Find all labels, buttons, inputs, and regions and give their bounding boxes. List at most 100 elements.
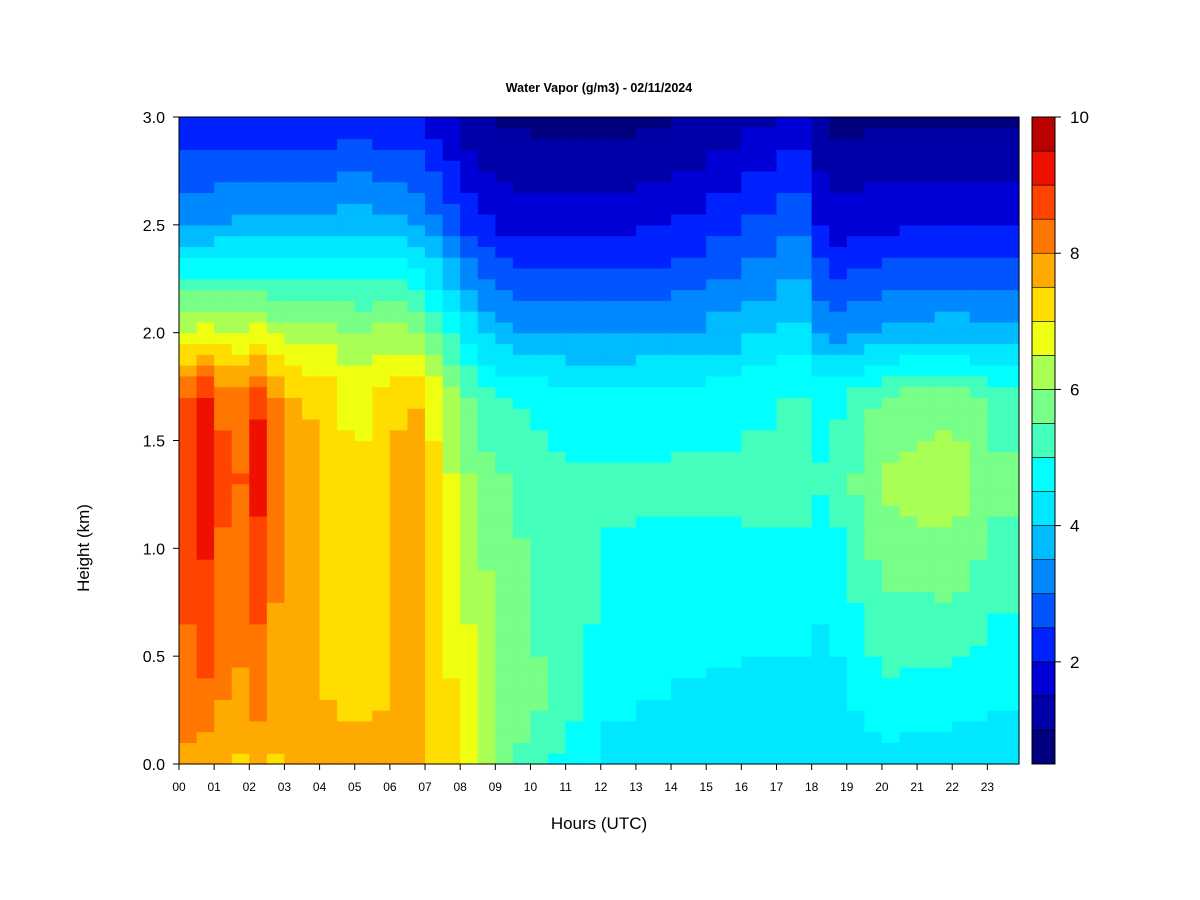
heatmap-cell [319,505,338,517]
heatmap-cell [671,214,707,226]
heatmap-cell [846,332,865,345]
heatmap-cell [600,472,637,485]
heatmap-cell [741,548,778,560]
heatmap-cell [811,224,830,237]
heatmap-cell [881,170,901,183]
heatmap-cell [548,214,567,226]
heatmap-cell [969,397,988,409]
heatmap-cell [319,602,338,614]
heatmap-cell [319,472,338,485]
heatmap-cell [530,332,549,345]
heatmap-cell [899,117,918,129]
heatmap-cell [987,418,1020,431]
heatmap-cell [354,505,373,517]
heatmap-cell [442,688,461,700]
heatmap-cell [477,494,496,506]
heatmap-cell [671,613,707,625]
heatmap-cell [899,300,918,312]
heatmap-cell [706,742,742,754]
heatmap-cell [231,289,250,301]
heatmap-cell [969,742,988,754]
heatmap-cell [512,613,532,625]
heatmap-cell [179,192,198,204]
heatmap-cell [460,332,479,345]
heatmap-cell [881,451,901,463]
colorbar-level-swatch [1031,286,1056,322]
heatmap-cell [372,397,391,409]
heatmap-cell [969,526,988,539]
heatmap-cell [864,192,883,204]
heatmap-cell [899,742,918,754]
heatmap-cell [389,386,409,398]
heatmap-cell [635,127,672,140]
heatmap-cell [214,365,233,377]
heatmap-cell [337,246,356,258]
heatmap-cell [477,170,496,183]
heatmap-cell [776,160,813,172]
heatmap-cell [477,257,496,269]
heatmap-cell [284,192,303,204]
heatmap-cell [196,203,215,215]
heatmap-cell [196,462,215,474]
heatmap-cell [477,278,496,291]
heatmap-cell [881,515,901,528]
heatmap-cell [319,214,338,226]
heatmap-cell [354,731,373,744]
heatmap-cell [442,462,461,474]
heatmap-cell [477,289,496,301]
heatmap-cell [600,559,637,571]
heatmap-cell [776,494,813,506]
heatmap-cell [706,656,742,668]
heatmap-cell [530,537,549,549]
heatmap-cell [372,666,391,679]
heatmap-cell [565,666,584,679]
heatmap-cell [934,149,953,161]
heatmap-cell [231,214,250,226]
heatmap-cell [706,613,742,625]
heatmap-cell [846,192,865,204]
heatmap-cell [442,375,461,388]
heatmap-cell [635,170,672,183]
colorbar-level-swatch [1031,525,1056,560]
heatmap-cell [987,321,1020,334]
heatmap-cell [337,170,356,183]
heatmap-cell [829,192,848,204]
heatmap-cell [266,656,286,668]
heatmap-cell [706,418,742,431]
heatmap-cell [987,462,1020,474]
heatmap-cell [425,224,444,237]
heatmap-cell [249,192,268,204]
heatmap-cell [899,192,918,204]
heatmap-cell [829,300,848,312]
heatmap-cell [811,203,830,215]
heatmap-cell [214,138,233,150]
heatmap-cell [425,666,444,679]
heatmap-cell [231,634,250,646]
heatmap-cell [899,214,918,226]
heatmap-cell [917,235,936,247]
heatmap-cell [249,537,268,549]
heatmap-cell [987,278,1020,291]
heatmap-cell [635,720,672,733]
heatmap-cell [302,462,321,474]
heatmap-cell [477,731,496,744]
heatmap-cell [565,505,584,517]
heatmap-cell [179,515,198,528]
heatmap-cell [214,515,233,528]
heatmap-cell [811,526,830,539]
heatmap-cell [829,224,848,237]
heatmap-cell [372,537,391,549]
heatmap-cell [530,127,549,140]
heatmap-cell [495,375,514,388]
heatmap-cell [495,429,514,442]
heatmap-cell [635,731,672,744]
heatmap-cell [425,311,444,323]
heatmap-cell [635,278,672,291]
heatmap-cell [987,192,1020,204]
heatmap-cell [495,397,514,409]
heatmap-cell [442,117,461,129]
heatmap-cell [407,494,426,506]
heatmap-cell [196,214,215,226]
heatmap-cell [337,311,356,323]
heatmap-cell [442,289,461,301]
